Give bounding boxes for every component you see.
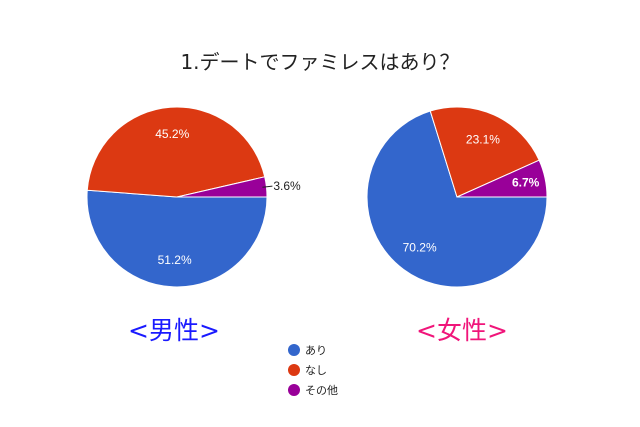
pie-slice[interactable] xyxy=(86,106,266,198)
slice-label: 45.2% xyxy=(155,127,189,141)
legend-item-ari[interactable]: あり xyxy=(288,340,338,360)
leader-line xyxy=(262,185,273,188)
legend-item-nashi[interactable]: なし xyxy=(288,360,338,380)
slice-label: 23.1% xyxy=(466,133,500,147)
pie-slice[interactable] xyxy=(429,106,540,198)
chart-title: 1.デートでファミレスはあり？ xyxy=(180,50,460,74)
female-pie-chart: 70.2% 23.1% 6.7% xyxy=(366,106,548,288)
legend-nashi-dot-icon xyxy=(288,364,300,376)
male-label: <男性> xyxy=(128,316,220,345)
legend-item-sonota[interactable]: その他 xyxy=(288,380,338,400)
female-label: <女性> xyxy=(416,316,508,345)
legend-ari-dot-icon xyxy=(288,344,300,356)
pie-slice[interactable] xyxy=(366,110,548,288)
legend: あり なし その他 xyxy=(288,340,338,400)
slice-label: 3.6% xyxy=(273,179,301,193)
legend-sonota-label: その他 xyxy=(305,384,338,397)
pie-slice[interactable] xyxy=(86,189,268,288)
slice-label: 6.7% xyxy=(512,175,540,189)
slice-label: 70.2% xyxy=(403,241,437,255)
legend-nashi-label: なし xyxy=(305,364,327,377)
pie-slice[interactable] xyxy=(456,159,548,198)
legend-sonota-dot-icon xyxy=(288,384,300,396)
male-pie-chart: 51.2% 45.2% 3.6% xyxy=(86,106,301,288)
slice-label: 51.2% xyxy=(158,253,192,267)
legend-ari-label: あり xyxy=(305,344,327,357)
